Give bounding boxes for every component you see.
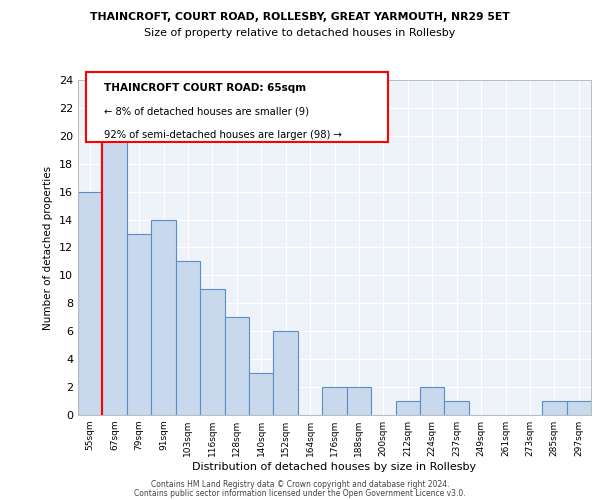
Bar xyxy=(127,234,151,415)
Bar xyxy=(566,401,591,415)
Bar xyxy=(347,387,371,415)
Y-axis label: Number of detached properties: Number of detached properties xyxy=(43,166,53,330)
Bar xyxy=(78,192,103,415)
Bar xyxy=(274,331,298,415)
Text: Size of property relative to detached houses in Rollesby: Size of property relative to detached ho… xyxy=(145,28,455,38)
Bar xyxy=(176,262,200,415)
Bar xyxy=(249,373,274,415)
X-axis label: Distribution of detached houses by size in Rollesby: Distribution of detached houses by size … xyxy=(193,462,476,472)
Bar xyxy=(200,290,224,415)
Text: 92% of semi-detached houses are larger (98) →: 92% of semi-detached houses are larger (… xyxy=(104,130,341,140)
Text: Contains public sector information licensed under the Open Government Licence v3: Contains public sector information licen… xyxy=(134,488,466,498)
Bar xyxy=(103,136,127,415)
Bar xyxy=(542,401,566,415)
Text: Contains HM Land Registry data © Crown copyright and database right 2024.: Contains HM Land Registry data © Crown c… xyxy=(151,480,449,489)
Bar xyxy=(445,401,469,415)
Text: THAINCROFT COURT ROAD: 65sqm: THAINCROFT COURT ROAD: 65sqm xyxy=(104,84,306,94)
Text: ← 8% of detached houses are smaller (9): ← 8% of detached houses are smaller (9) xyxy=(104,107,308,117)
Bar xyxy=(395,401,420,415)
Text: THAINCROFT, COURT ROAD, ROLLESBY, GREAT YARMOUTH, NR29 5ET: THAINCROFT, COURT ROAD, ROLLESBY, GREAT … xyxy=(90,12,510,22)
Bar xyxy=(224,318,249,415)
Bar xyxy=(420,387,445,415)
Bar xyxy=(151,220,176,415)
Bar xyxy=(322,387,347,415)
FancyBboxPatch shape xyxy=(86,72,388,142)
